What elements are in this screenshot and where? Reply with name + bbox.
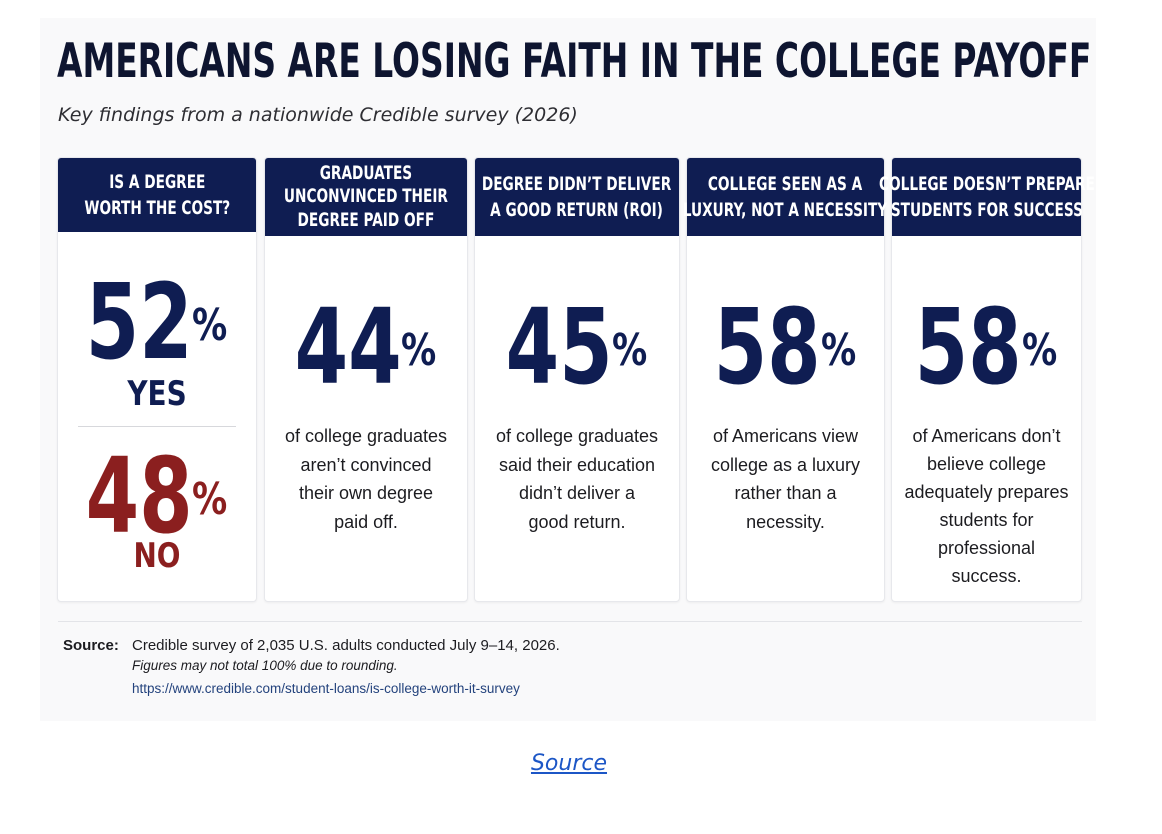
description-line: said their education <box>498 454 656 475</box>
card-heading-line: A GOOD RETURN (ROI) <box>490 199 664 221</box>
stat-value-block: 44% <box>265 295 467 399</box>
stat-card-no-roi: DEGREE DIDN’T DELIVER A GOOD RETURN (ROI… <box>474 157 680 602</box>
card-heading: IS A DEGREE WORTH THE COST? <box>84 169 230 221</box>
percent-sign: % <box>1021 325 1058 376</box>
stat-value-block: 58% <box>687 295 884 399</box>
stat-description: of college graduates said their educatio… <box>485 422 669 536</box>
card-header: GRADUATES UNCONVINCED THEIR DEGREE PAID … <box>265 158 467 236</box>
stat-value: 58 <box>713 286 821 408</box>
infographic-title: AMERICANS ARE LOSING FAITH IN THE COLLEG… <box>57 34 1092 89</box>
stat-card-worth-cost: IS A DEGREE WORTH THE COST? 52% YES 48% … <box>57 157 257 602</box>
stat-yes: 52% <box>58 270 256 374</box>
description-line: adequately prepares <box>904 482 1069 502</box>
stat-value: 58 <box>914 286 1022 408</box>
stat-no-label: NO <box>133 536 181 576</box>
stat-no-value: 48 <box>85 435 193 557</box>
source-label: Source: <box>63 637 119 654</box>
card-heading: GRADUATES UNCONVINCED THEIR DEGREE PAID … <box>284 162 448 233</box>
card-header: COLLEGE SEEN AS A LUXURY, NOT A NECESSIT… <box>683 158 888 236</box>
card-header: IS A DEGREE WORTH THE COST? <box>58 158 256 232</box>
card-heading: COLLEGE DOESN’T PREPARE STUDENTS FOR SUC… <box>879 171 1095 223</box>
description-line: believe college <box>926 454 1047 474</box>
card-heading-line: GRADUATES <box>319 161 413 184</box>
source-url: https://www.credible.com/student-loans/i… <box>132 681 520 696</box>
description-line: paid off. <box>334 511 398 532</box>
description-line: didn’t deliver a <box>518 483 636 503</box>
source-note: Figures may not total 100% due to roundi… <box>132 658 398 673</box>
description-line: professional success. <box>937 538 1036 586</box>
card-heading-line: COLLEGE SEEN AS A <box>708 173 863 195</box>
description-line: aren’t convinced <box>300 454 432 475</box>
percent-sign: % <box>612 325 648 376</box>
source-text: Credible survey of 2,035 U.S. adults con… <box>132 637 560 654</box>
stat-card-not-prepared: COLLEGE DOESN’T PREPARE STUDENTS FOR SUC… <box>879 157 1094 602</box>
stat-value-block: 58% <box>892 295 1081 399</box>
percent-sign: % <box>820 325 857 376</box>
card-heading: COLLEGE SEEN AS A LUXURY, NOT A NECESSIT… <box>683 171 888 223</box>
description-line: their own degree <box>298 483 434 503</box>
card-header: DEGREE DIDN’T DELIVER A GOOD RETURN (ROI… <box>475 158 679 236</box>
card-heading: DEGREE DIDN’T DELIVER A GOOD RETURN (ROI… <box>482 171 671 223</box>
description-line: of Americans view <box>712 426 859 446</box>
card-heading-line: UNCONVINCED THEIR <box>283 185 449 208</box>
card-heading-line: LUXURY, NOT A NECESSITY <box>683 199 888 221</box>
source-link[interactable]: Source <box>530 751 608 776</box>
stat-yes-value: 52 <box>85 261 193 383</box>
description-line: of college graduates <box>495 426 659 446</box>
description-line: rather than a <box>734 483 837 503</box>
description-line: college as a luxury <box>710 454 861 475</box>
card-heading-line: WORTH THE COST? <box>84 197 230 219</box>
stat-description: of Americans view college as a luxury ra… <box>697 422 874 536</box>
stat-no: 48% <box>58 444 256 548</box>
stat-value-block: 45% <box>475 295 679 399</box>
description-line: good return. <box>528 511 626 532</box>
card-header: COLLEGE DOESN’T PREPARE STUDENTS FOR SUC… <box>879 158 1094 236</box>
card-heading-line: DEGREE PAID OFF <box>297 208 435 231</box>
description-line: necessity. <box>746 511 825 532</box>
card-heading-line: DEGREE DIDN’T DELIVER <box>482 173 672 195</box>
card-heading-line: STUDENTS FOR SUCCESS <box>890 199 1083 221</box>
percent-sign: % <box>192 474 228 525</box>
card-heading-line: COLLEGE DOESN’T PREPARE <box>878 173 1095 195</box>
description-line: students for <box>939 510 1034 530</box>
description-line: of college graduates <box>284 426 448 446</box>
stat-description: of Americans don’t believe college adequ… <box>902 422 1071 590</box>
stat-value: 44 <box>294 286 402 408</box>
percent-sign: % <box>192 300 228 351</box>
stat-description: of college graduates aren’t convinced th… <box>275 422 457 536</box>
source-divider <box>58 621 1082 622</box>
percent-sign: % <box>401 325 437 376</box>
stat-value: 45 <box>505 286 613 408</box>
stat-card-luxury: COLLEGE SEEN AS A LUXURY, NOT A NECESSIT… <box>683 157 888 602</box>
yes-no-divider <box>78 426 236 427</box>
infographic-subtitle: Key findings from a nationwide Credible … <box>58 104 578 126</box>
description-line: of Americans don’t <box>912 426 1061 446</box>
stat-card-graduates-unconvinced: GRADUATES UNCONVINCED THEIR DEGREE PAID … <box>264 157 468 602</box>
stat-yes-label: YES <box>127 374 187 414</box>
card-heading-line: IS A DEGREE <box>108 171 206 193</box>
